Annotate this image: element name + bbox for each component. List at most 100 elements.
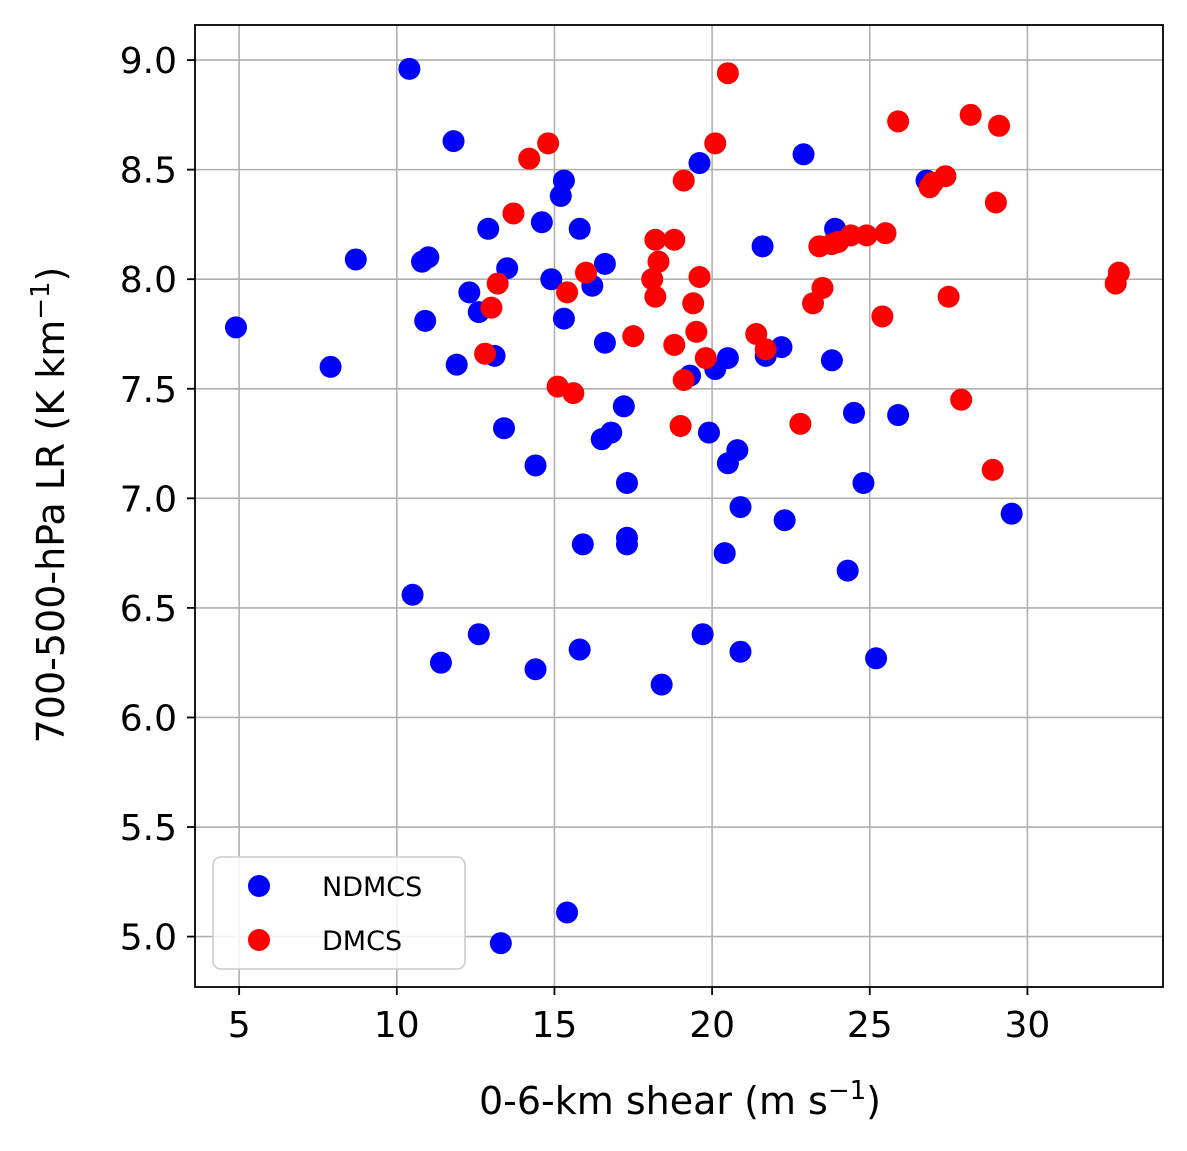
point-ndmcs — [716, 347, 739, 370]
point-ndmcs — [688, 152, 711, 175]
plot-frame — [194, 24, 1164, 988]
point-ndmcs — [593, 331, 616, 354]
x-tick-label: 5 — [228, 1005, 251, 1046]
point-dmcs — [644, 285, 667, 308]
point-dmcs — [685, 320, 708, 343]
point-dmcs — [647, 250, 670, 273]
point-ndmcs — [458, 281, 481, 304]
point-ndmcs — [650, 673, 673, 696]
point-ndmcs — [865, 647, 888, 670]
point-ndmcs — [726, 439, 749, 462]
point-ndmcs — [398, 57, 421, 80]
point-dmcs — [574, 261, 597, 284]
point-ndmcs — [836, 559, 859, 582]
y-tick-label: 9.0 — [120, 41, 177, 82]
point-dmcs — [988, 114, 1011, 137]
grid — [195, 25, 1163, 987]
x-tick-label: 30 — [1005, 1005, 1051, 1046]
point-dmcs — [502, 202, 525, 225]
x-tick-label: 20 — [689, 1005, 735, 1046]
x-tick-labels: 5 10 15 20 25 30 — [228, 1005, 1051, 1046]
point-dmcs — [644, 228, 667, 251]
point-dmcs — [474, 342, 497, 365]
point-dmcs — [682, 292, 705, 315]
point-ndmcs — [593, 252, 616, 275]
y-tick-label: 6.0 — [120, 698, 177, 739]
point-dmcs — [672, 368, 695, 391]
point-ndmcs — [530, 211, 553, 234]
x-tick-label: 10 — [374, 1005, 420, 1046]
point-dmcs — [716, 62, 739, 85]
point-dmcs — [871, 305, 894, 328]
point-dmcs — [1107, 261, 1130, 284]
point-ndmcs — [552, 169, 575, 192]
y-tick-label: 8.5 — [120, 151, 177, 192]
axis-ticks — [187, 59, 1029, 995]
legend-box — [212, 856, 466, 970]
point-ndmcs — [615, 471, 638, 494]
y-tick-label: 7.5 — [120, 370, 177, 411]
point-dmcs — [672, 169, 695, 192]
point-dmcs — [641, 268, 664, 291]
point-dmcs — [754, 338, 777, 361]
point-dmcs — [855, 224, 878, 247]
point-ndmcs — [729, 640, 752, 663]
point-ndmcs — [493, 417, 516, 440]
point-dmcs — [874, 222, 897, 245]
point-dmcs — [981, 458, 1004, 481]
point-dmcs — [934, 165, 957, 188]
point-ndmcs — [224, 316, 247, 339]
point-ndmcs — [556, 901, 579, 924]
point-ndmcs — [467, 623, 490, 646]
point-ndmcs — [319, 355, 342, 378]
series-ndmcs — [224, 57, 1023, 955]
point-dmcs — [688, 266, 711, 289]
point-ndmcs — [524, 658, 547, 681]
point-ndmcs — [568, 638, 591, 661]
point-dmcs — [622, 325, 645, 348]
point-ndmcs — [445, 353, 468, 376]
point-ndmcs — [852, 471, 875, 494]
point-ndmcs — [442, 130, 465, 153]
legend: NDMCS DMCS — [212, 856, 466, 970]
point-dmcs — [704, 132, 727, 155]
point-dmcs — [887, 110, 910, 133]
point-ndmcs — [792, 143, 815, 166]
x-axis-label: 0-6-km shear (m s−1) — [479, 1076, 881, 1123]
point-dmcs — [937, 285, 960, 308]
y-tick-label: 7.0 — [120, 479, 177, 520]
point-ndmcs — [401, 583, 424, 606]
point-dmcs — [694, 347, 717, 370]
point-ndmcs — [612, 395, 635, 418]
point-ndmcs — [552, 307, 575, 330]
point-ndmcs — [773, 509, 796, 532]
point-ndmcs — [600, 421, 623, 444]
point-dmcs — [537, 132, 560, 155]
point-ndmcs — [842, 401, 865, 424]
legend-marker-dmcs — [248, 929, 270, 951]
y-tick-label: 6.5 — [120, 589, 177, 630]
y-tick-labels: 5.0 5.5 6.0 6.5 7.0 7.5 8.0 8.5 9.0 — [120, 41, 177, 959]
point-ndmcs — [751, 235, 774, 258]
point-dmcs — [789, 412, 812, 435]
point-dmcs — [984, 191, 1007, 214]
point-ndmcs — [489, 932, 512, 955]
point-ndmcs — [344, 248, 367, 271]
point-ndmcs — [691, 623, 714, 646]
point-ndmcs — [1000, 502, 1023, 525]
point-dmcs — [486, 272, 509, 295]
point-ndmcs — [887, 404, 910, 427]
x-tick-label: 15 — [532, 1005, 578, 1046]
data-points — [224, 57, 1130, 955]
point-ndmcs — [713, 542, 736, 565]
point-ndmcs — [417, 246, 440, 269]
point-ndmcs — [568, 217, 591, 240]
point-dmcs — [518, 147, 541, 170]
point-ndmcs — [615, 526, 638, 549]
y-tick-label: 8.0 — [120, 260, 177, 301]
point-ndmcs — [429, 651, 452, 674]
point-dmcs — [663, 228, 686, 251]
y-tick-label: 5.5 — [120, 808, 177, 849]
